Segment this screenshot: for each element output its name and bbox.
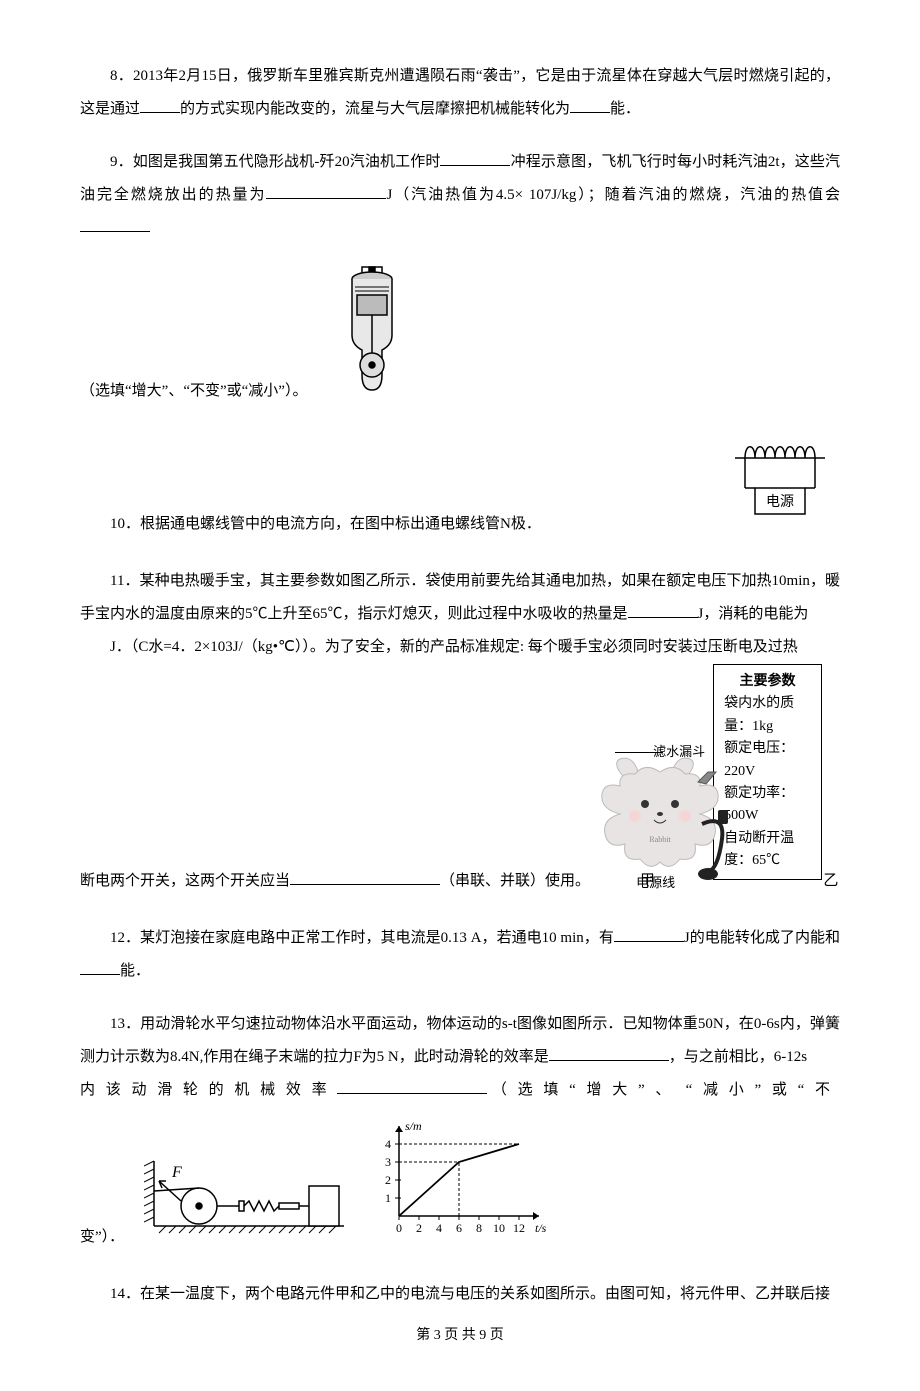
q12-text-1: 12．某灯泡接在家庭电路中正常工作时，其电流是0.13 A，若通电10 min，… <box>110 930 614 946</box>
svg-text:12: 12 <box>513 1221 525 1235</box>
spec-title: 主要参数 <box>724 671 811 693</box>
q11-figure-row: 断电两个开关，这两个开关应当 （串联、并联）使用。 滤水漏斗 Rabbit <box>80 664 840 898</box>
question-9: 9．如图是我国第五代隐形战机-歼20汽油机工作时冲程示意图，飞机飞行时每小时耗汽… <box>80 146 840 245</box>
q13-text-3c: “减小”或“不 <box>686 1082 840 1098</box>
q11-text-3b: 断电两个开关，这两个开关应当 <box>80 873 290 889</box>
warmer-figure: 滤水漏斗 Rabbit <box>590 738 705 898</box>
yi-label: 乙 <box>822 865 840 898</box>
q9-text-4: （选填“增大”、“不变”或“减小”）。 <box>80 375 307 408</box>
q10-text: 10．根据通电螺线管中的电流方向，在图中标出通电螺线管N极． <box>110 516 541 532</box>
q12-text-2: J的电能转化成了内能和 <box>684 930 840 946</box>
svg-text:t/s: t/s <box>535 1221 547 1235</box>
svg-text:0: 0 <box>396 1221 402 1235</box>
svg-text:s/m: s/m <box>405 1119 422 1133</box>
q11-text-4: （串联、并联）使用。 <box>440 873 590 889</box>
blank <box>337 1079 487 1094</box>
page-footer: 第 3 页 共 9 页 <box>80 1321 840 1352</box>
spec-0: 袋内水的质量：1kg <box>724 693 811 738</box>
q13-text-3b: （选填“增大”、 <box>492 1082 681 1098</box>
engine-figure <box>327 265 417 408</box>
rabbit-label: Rabbit <box>649 835 671 844</box>
q8-text-2: 的方式实现内能改变的，流星与大气层摩擦把机械能转化为 <box>180 101 570 117</box>
q11-text-3a: J．（C水=4．2×103J/（kg•℃））。为了安全，新的产品标准规定: 每个… <box>110 639 798 655</box>
blank <box>266 185 386 200</box>
q13-text-3: 内该动滑轮的机械效率 <box>80 1082 337 1098</box>
question-14: 14．在某一温度下，两个电路元件甲和乙中的电流与电压的关系如图所示。由图可知，将… <box>80 1278 840 1311</box>
svg-text:8: 8 <box>476 1221 482 1235</box>
q13-text-2: ，与之前相比，6-12s <box>669 1049 807 1065</box>
question-13-a: 13．用动滑轮水平匀速拉动物体沿水平面运动，物体运动的s-t图像如图所示．已知物… <box>80 1008 840 1074</box>
pulley-figure: F <box>144 1141 344 1254</box>
svg-text:4: 4 <box>436 1221 442 1235</box>
svg-text:4: 4 <box>385 1137 391 1151</box>
svg-text:10: 10 <box>493 1221 505 1235</box>
q13-text-4: 变”）． <box>80 1221 124 1254</box>
q13-figure-row: 变”）． <box>80 1111 840 1254</box>
blank <box>549 1046 669 1061</box>
question-10: 10．根据通电螺线管中的电流方向，在图中标出通电螺线管N极． 电源 <box>80 438 840 541</box>
q9-text-3: J（汽油热值为4.5× 107J/kg）；随着汽油的燃烧，汽油的热值会 <box>386 187 840 203</box>
question-12: 12．某灯泡接在家庭电路中正常工作时，其电流是0.13 A，若通电10 min，… <box>80 922 840 988</box>
svg-text:2: 2 <box>416 1221 422 1235</box>
cord-label: 电源线 <box>636 869 675 898</box>
q8-text-3: 能． <box>610 101 640 117</box>
blank <box>80 218 150 233</box>
blank <box>614 927 684 942</box>
q11-text-2: J，消耗的电能为 <box>698 606 809 622</box>
q9-row: （选填“增大”、“不变”或“减小”）。 <box>80 265 840 408</box>
svg-text:6: 6 <box>456 1221 462 1235</box>
solenoid-figure: 电源 <box>720 438 840 541</box>
question-11-a: 11．某种电热暖手宝，其主要参数如图乙所示．袋使用前要先给其通电加热，如果在额定… <box>80 565 840 664</box>
svg-text:2: 2 <box>385 1173 391 1187</box>
svg-text:1: 1 <box>385 1191 391 1205</box>
f-label: F <box>171 1164 182 1181</box>
blank <box>628 604 698 619</box>
power-label: 电源 <box>766 494 794 510</box>
blank <box>440 152 510 167</box>
question-8: 8．2013年2月15日，俄罗斯车里雅宾斯克州遭遇陨石雨“袭击”，它是由于流星体… <box>80 60 840 126</box>
blank <box>290 870 440 885</box>
q9-text-1: 9．如图是我国第五代隐形战机-歼20汽油机工作时 <box>110 154 440 170</box>
svg-text:3: 3 <box>385 1155 391 1169</box>
blank <box>570 99 610 114</box>
question-13-b: 内该动滑轮的机械效率 （选填“增大”、 “减小”或“不 <box>80 1074 840 1107</box>
blank <box>80 960 120 975</box>
q12-text-3: 能． <box>120 963 150 979</box>
blank <box>140 99 180 114</box>
q14-text-1: 14．在某一温度下，两个电路元件甲和乙中的电流与电压的关系如图所示。由图可知，将… <box>110 1286 830 1302</box>
st-graph: 1234024681012s/mt/s <box>364 1111 554 1254</box>
